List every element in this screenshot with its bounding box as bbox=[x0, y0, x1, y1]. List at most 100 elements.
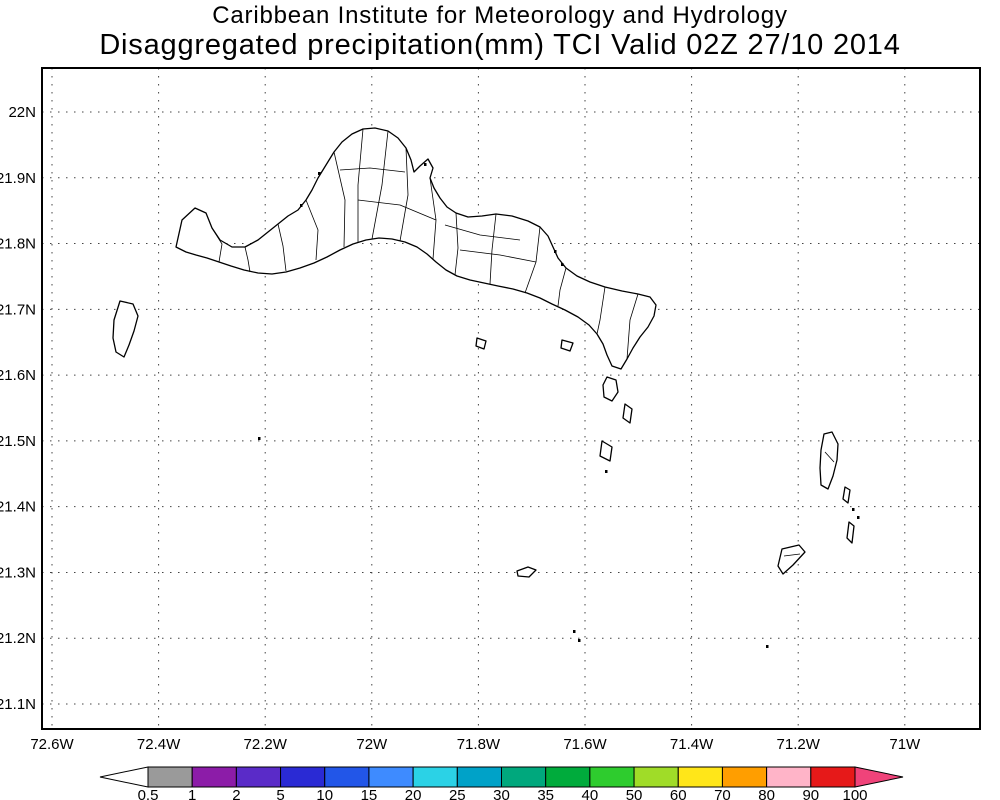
inner-boundary-line bbox=[277, 223, 287, 272]
colorbar-tick-label: 10 bbox=[316, 787, 333, 800]
inner-boundary-line bbox=[596, 286, 606, 335]
colorbar-segment bbox=[147, 766, 193, 788]
lat-tick-label: 21.6N bbox=[0, 367, 36, 384]
lat-tick-label: 21.8N bbox=[0, 236, 36, 253]
colorbar-tick-label: 1 bbox=[188, 787, 196, 800]
colorbar-segment bbox=[677, 766, 723, 788]
lat-tick-label: 21.4N bbox=[0, 499, 36, 516]
colorbar-tick-label: 40 bbox=[582, 787, 599, 800]
lon-axis: 72.6W 72.4W 72.2W 72W 71.8W 71.6W 71.4W 71.2W 71… bbox=[30, 736, 921, 753]
lon-tick-label: 71.6W bbox=[563, 736, 607, 753]
colorbar-tick-label: 80 bbox=[758, 787, 775, 800]
colorbar-segment bbox=[633, 766, 679, 788]
colorbar-segment bbox=[368, 766, 414, 788]
colorbar-segment bbox=[191, 766, 237, 788]
inner-boundary-line bbox=[211, 227, 223, 263]
colorbar-segment bbox=[810, 766, 856, 788]
header: Caribbean Institute for Meteorology and … bbox=[0, 2, 1000, 61]
colorbar-tick-label: 100 bbox=[842, 787, 867, 800]
lon-tick-label: 72W bbox=[356, 736, 388, 753]
plot-title: Disaggregated precipitation(mm) TCI Vali… bbox=[99, 28, 901, 61]
lon-tick-label: 71.4W bbox=[670, 736, 714, 753]
colorbar-tick-label: 90 bbox=[802, 787, 819, 800]
colorbar-segment bbox=[545, 766, 591, 788]
plot-border bbox=[41, 67, 981, 730]
lat-tick-label: 22N bbox=[8, 104, 36, 121]
colorbar-tick-label: 60 bbox=[670, 787, 687, 800]
lat-tick-label: 21.1N bbox=[0, 696, 36, 713]
inner-boundary-line bbox=[459, 249, 537, 263]
colorbar-above-max-arrow bbox=[854, 766, 904, 788]
inner-boundary-line bbox=[399, 147, 409, 242]
gridlines bbox=[42, 68, 980, 729]
colorbar-tick-label: 25 bbox=[449, 787, 466, 800]
inner-boundary-line bbox=[357, 199, 437, 221]
lon-tick-label: 71W bbox=[889, 736, 921, 753]
island-coastline bbox=[842, 486, 851, 504]
inner-boundary-line bbox=[339, 167, 406, 173]
colorbar-tick-label: 0.5 bbox=[138, 787, 159, 800]
small-cay-dot bbox=[424, 163, 427, 166]
lat-tick-label: 21.7N bbox=[0, 301, 36, 318]
coastlines bbox=[112, 127, 855, 578]
small-cays bbox=[258, 163, 860, 648]
island-coastline bbox=[602, 376, 619, 402]
inner-boundary-line bbox=[454, 212, 459, 276]
colorbar-segment bbox=[324, 766, 370, 788]
colorbar-segment bbox=[766, 766, 812, 788]
colorbar-tick-label: 5 bbox=[276, 787, 284, 800]
island-coastline bbox=[622, 403, 633, 424]
inner-boundary-line bbox=[305, 199, 319, 261]
inner-boundary-line bbox=[557, 267, 567, 307]
lon-tick-label: 71.8W bbox=[457, 736, 501, 753]
colorbar-tick-label: 15 bbox=[361, 787, 378, 800]
lon-tick-label: 72.6W bbox=[30, 736, 74, 753]
colorbar-segment bbox=[412, 766, 458, 788]
small-cay-dot bbox=[561, 263, 564, 266]
lat-axis: 22N 21.9N 21.8N 21.7N 21.6N 21.5N 21.4N 21.3N 21… bbox=[0, 104, 36, 713]
island-coastline bbox=[819, 431, 839, 490]
inner-boundary-line bbox=[357, 128, 364, 242]
inner-boundary-line bbox=[824, 451, 835, 463]
colorbar-segment bbox=[235, 766, 282, 788]
colorbar: 0.5 1 2 5 10 15 20 25 30 35 40 50 60 70 80 90 100 bbox=[99, 766, 904, 800]
island-coastline bbox=[516, 566, 537, 578]
colorbar-tick-label: 70 bbox=[714, 787, 731, 800]
small-cay-dot bbox=[852, 508, 855, 511]
colorbar-tick-label: 20 bbox=[405, 787, 422, 800]
island-coastline bbox=[475, 337, 487, 350]
small-cay-dot bbox=[554, 250, 557, 253]
lon-tick-label: 71.2W bbox=[777, 736, 821, 753]
small-cay-dot bbox=[766, 645, 769, 648]
colorbar-tick-label: 2 bbox=[232, 787, 240, 800]
island-coastline bbox=[846, 521, 855, 544]
small-cay-dot bbox=[857, 516, 860, 519]
small-cay-dot bbox=[258, 437, 261, 440]
inner-boundary-line bbox=[244, 246, 251, 273]
lon-tick-label: 72.2W bbox=[244, 736, 288, 753]
inner-boundary-line bbox=[333, 151, 346, 248]
island-coastline bbox=[599, 440, 613, 462]
lon-tick-label: 72.4W bbox=[137, 736, 181, 753]
inner-boundary-line bbox=[783, 553, 801, 557]
small-cay-dot bbox=[318, 172, 321, 175]
lat-tick-label: 21.5N bbox=[0, 433, 36, 450]
island-coastline bbox=[777, 544, 806, 575]
org-title: Caribbean Institute for Meteorology and … bbox=[212, 2, 788, 29]
lat-tick-label: 21.9N bbox=[0, 170, 36, 187]
island-inner-boundaries bbox=[211, 128, 835, 557]
lat-tick-label: 21.2N bbox=[0, 630, 36, 647]
small-cay-dot bbox=[605, 470, 608, 473]
inner-boundary-line bbox=[626, 293, 639, 360]
inner-boundary-line bbox=[444, 224, 521, 241]
island-coastline bbox=[560, 339, 574, 352]
colorbar-below-min-arrow bbox=[99, 766, 149, 788]
island-coastline bbox=[112, 300, 139, 358]
colorbar-segment bbox=[280, 766, 326, 788]
island-coastline bbox=[175, 127, 657, 370]
colorbar-segment bbox=[721, 766, 768, 788]
colorbar-segment bbox=[589, 766, 635, 788]
small-cay-dot bbox=[578, 639, 581, 642]
